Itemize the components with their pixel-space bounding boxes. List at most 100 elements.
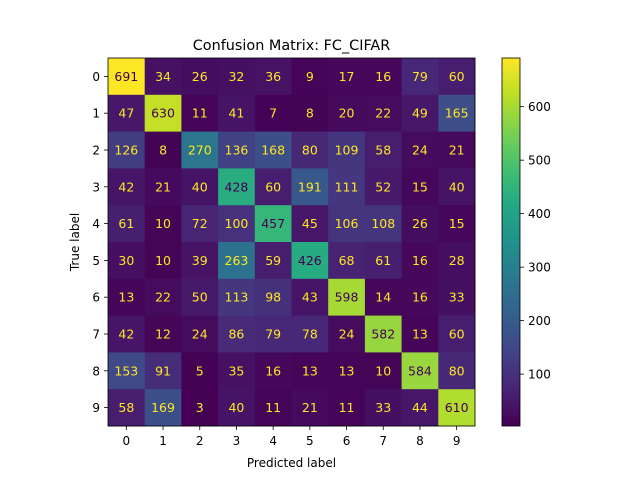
heatmap-cell (364, 131, 402, 169)
cell-value: 10 (155, 216, 171, 231)
cell-value: 60 (449, 327, 465, 342)
y-tick-label: 7 (92, 328, 100, 342)
cell-value: 60 (265, 179, 281, 194)
cell-value: 11 (339, 400, 355, 415)
cell-value: 43 (302, 290, 318, 305)
colorbar (501, 57, 521, 427)
cell-value: 16 (265, 363, 281, 378)
heatmap-cell (218, 389, 256, 427)
heatmap-cell (144, 131, 182, 169)
heatmap-cell (108, 94, 146, 132)
cell-value: 26 (192, 69, 208, 84)
cell-value: 168 (261, 143, 285, 158)
cell-value: 270 (188, 143, 212, 158)
heatmap-cell (181, 205, 219, 243)
cell-value: 59 (265, 253, 281, 268)
heatmap-cell (328, 315, 366, 353)
cell-value: 21 (302, 400, 318, 415)
heatmap-cell (291, 94, 329, 132)
heatmap-cell (364, 205, 402, 243)
heatmap-cell (218, 58, 256, 96)
heatmap-cell (218, 131, 256, 169)
cell-value: 49 (412, 106, 428, 121)
chart-title: Confusion Matrix: FC_CIFAR (193, 38, 391, 54)
cell-value: 426 (298, 253, 322, 268)
heatmap-cell (438, 58, 476, 96)
cell-value: 3 (196, 400, 204, 415)
heatmap-cell (401, 242, 439, 280)
heatmap-cell (438, 205, 476, 243)
heatmap-cell (254, 168, 292, 206)
heatmap-cell (218, 278, 256, 316)
y-axis-label: True label (68, 213, 82, 272)
heatmap-cell (291, 168, 329, 206)
y-tick-label: 1 (92, 107, 100, 121)
cell-value: 22 (375, 106, 391, 121)
heatmap-cell (401, 131, 439, 169)
cell-value: 14 (375, 290, 391, 305)
x-tick-label: 6 (343, 434, 351, 448)
y-tick-label: 0 (92, 70, 100, 84)
heatmap-cell (328, 94, 366, 132)
y-tick-label: 5 (92, 254, 100, 268)
heatmap-cell (364, 58, 402, 96)
heatmap-cell (108, 242, 146, 280)
cell-value: 136 (225, 143, 249, 158)
heatmap-cell (328, 58, 366, 96)
heatmap-cell (364, 352, 402, 390)
cell-value: 153 (114, 363, 138, 378)
cell-value: 72 (192, 216, 208, 231)
heatmap-cell (438, 242, 476, 280)
cell-value: 263 (225, 253, 249, 268)
heatmap-cell (181, 131, 219, 169)
heatmap-cell (401, 94, 439, 132)
cell-value: 582 (371, 327, 395, 342)
cell-value: 111 (335, 179, 359, 194)
cell-value: 68 (339, 253, 355, 268)
colorbar-tick-label: 200 (528, 314, 551, 328)
cell-value: 191 (298, 179, 322, 194)
cell-value: 47 (118, 106, 134, 121)
heatmap-cell (181, 58, 219, 96)
cell-value: 113 (225, 290, 249, 305)
cell-value: 9 (306, 69, 314, 84)
heatmap-cell (181, 242, 219, 280)
y-axis-ticks: 0 1 2 3 4 5 6 7 8 9 (92, 70, 108, 415)
x-tick-label: 1 (159, 434, 167, 448)
heatmap-cell (364, 278, 402, 316)
heatmap-cell (291, 352, 329, 390)
heatmap-cell (254, 389, 292, 427)
cell-value: 61 (118, 216, 134, 231)
y-tick-label: 6 (92, 291, 100, 305)
cell-value: 13 (412, 327, 428, 342)
heatmap-cell (108, 58, 146, 96)
heatmap-cell (328, 389, 366, 427)
heatmap-cell (181, 278, 219, 316)
cell-value: 36 (265, 69, 281, 84)
x-tick-label: 9 (453, 434, 461, 448)
heatmap-cell (291, 389, 329, 427)
cell-value: 58 (375, 143, 391, 158)
cell-value: 11 (265, 400, 281, 415)
heatmap-cell (144, 58, 182, 96)
cell-value: 42 (118, 179, 134, 194)
cell-value: 22 (155, 290, 171, 305)
cell-value: 126 (114, 143, 138, 158)
heatmap-cell (401, 315, 439, 353)
cell-value: 584 (408, 363, 432, 378)
cell-value: 691 (114, 69, 138, 84)
heatmap-cell (181, 94, 219, 132)
heatmap-cell (438, 352, 476, 390)
cell-value: 24 (192, 327, 208, 342)
cell-value: 91 (155, 363, 171, 378)
colorbar-tick-label: 300 (528, 261, 551, 275)
cell-value: 15 (449, 216, 465, 231)
cell-value: 79 (265, 327, 281, 342)
heatmap-cell (108, 352, 146, 390)
cell-value: 598 (335, 290, 359, 305)
cell-value: 5 (196, 363, 204, 378)
heatmap-cell (328, 242, 366, 280)
cell-value: 78 (302, 327, 318, 342)
heatmap-cell (401, 58, 439, 96)
x-tick-label: 8 (416, 434, 424, 448)
